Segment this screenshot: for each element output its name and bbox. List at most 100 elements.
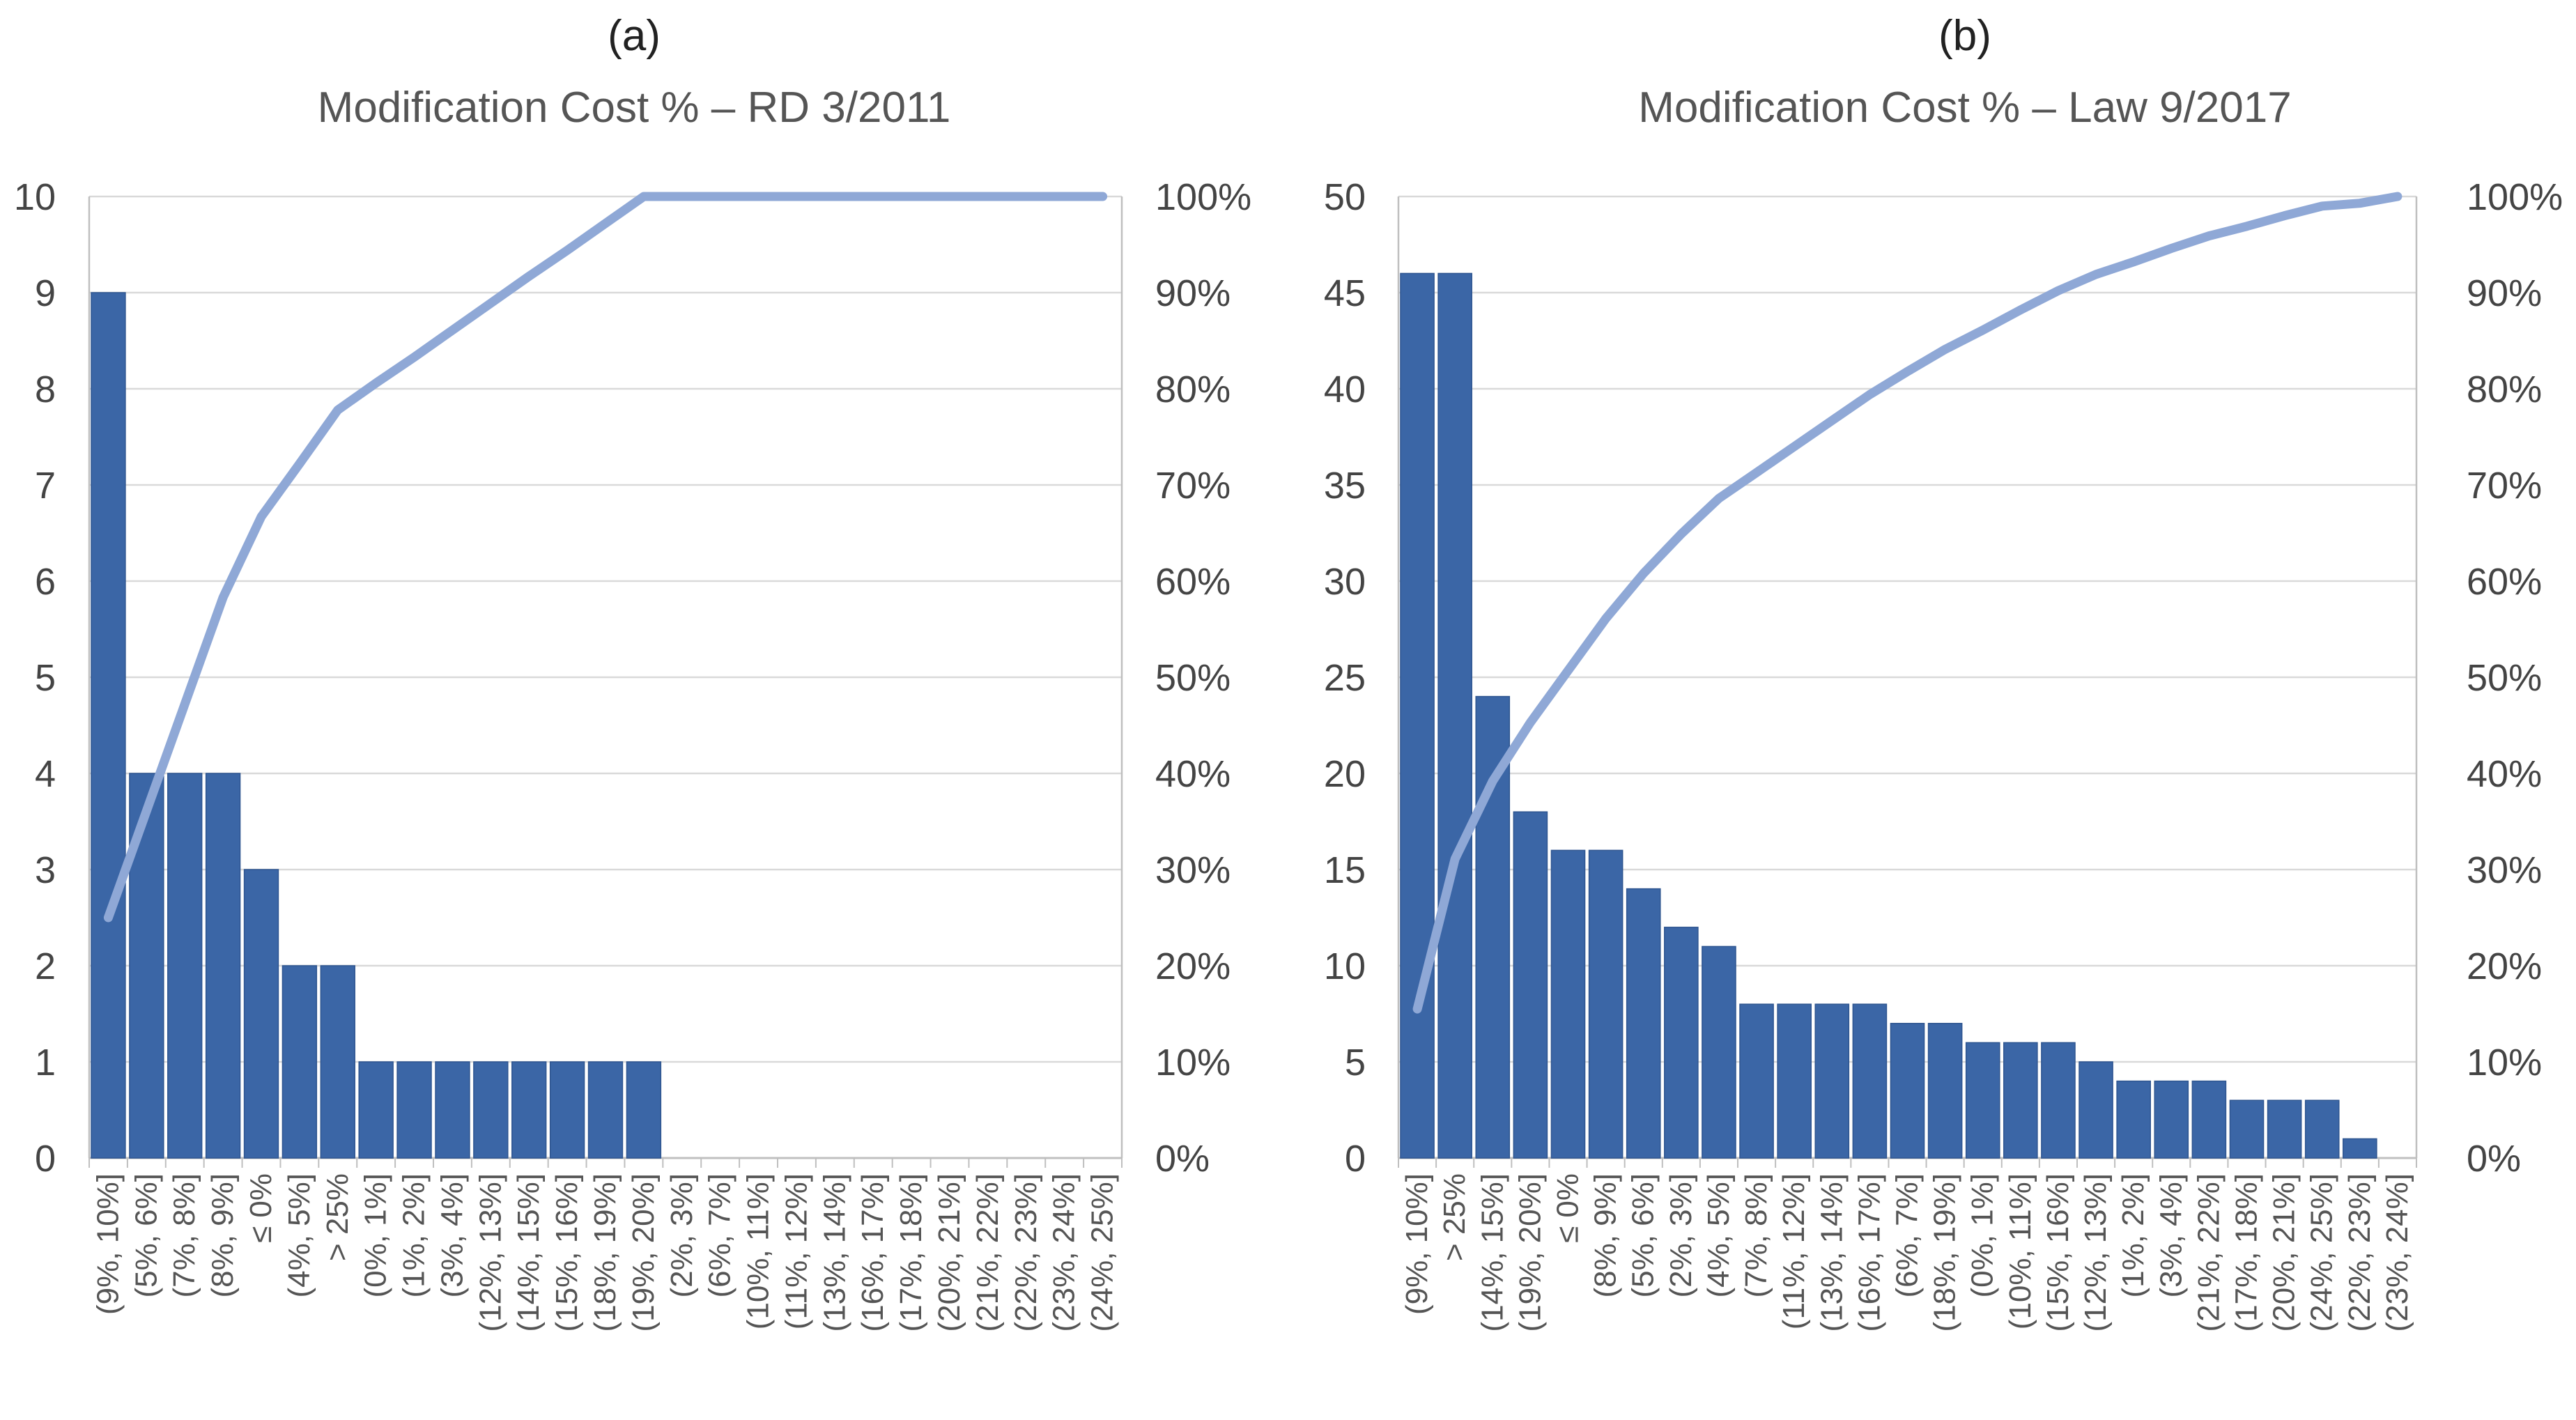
category-label: (23%, 24%] bbox=[2380, 1173, 2414, 1332]
y2-tick-label: 30% bbox=[2467, 849, 2542, 891]
y-tick-label: 10 bbox=[14, 176, 56, 218]
y2-tick-label: 100% bbox=[1155, 176, 1251, 218]
bar bbox=[2041, 1042, 2076, 1159]
y-tick-label: 50 bbox=[1324, 176, 1366, 218]
category-label: (6%, 7%] bbox=[1890, 1173, 1925, 1298]
category-label: (6%, 7%] bbox=[703, 1173, 737, 1298]
bar bbox=[549, 1061, 585, 1159]
category-label: (19%, 20%] bbox=[626, 1173, 661, 1332]
y-tick-label: 10 bbox=[1324, 946, 1366, 987]
category-label: (24%, 25%] bbox=[2305, 1173, 2339, 1332]
cumulative-line bbox=[103, 192, 1108, 923]
y2-tick-label: 0% bbox=[1155, 1138, 1210, 1180]
bar bbox=[2304, 1099, 2340, 1159]
bar bbox=[2229, 1099, 2265, 1159]
y2-tick-label: 20% bbox=[1155, 946, 1231, 987]
y-tick-label: 5 bbox=[1345, 1042, 1366, 1083]
category-label: (12%, 13%] bbox=[2078, 1173, 2113, 1332]
category-label: (14%, 15%] bbox=[1475, 1173, 1509, 1332]
y-tick-label: 20 bbox=[1324, 753, 1366, 795]
y-tick-label: 6 bbox=[35, 561, 56, 603]
bar bbox=[1400, 272, 1435, 1159]
category-label: (3%, 4%] bbox=[2154, 1173, 2188, 1298]
category-label: (20%, 21%] bbox=[2267, 1173, 2301, 1332]
panel-label: (b) bbox=[1938, 12, 1991, 60]
category-label: (4%, 5%] bbox=[1702, 1173, 1736, 1298]
bar bbox=[1664, 927, 1699, 1159]
bar bbox=[243, 869, 279, 1159]
bar bbox=[1588, 849, 1624, 1159]
bar bbox=[91, 292, 126, 1159]
y-tick-label: 4 bbox=[35, 753, 56, 795]
bar bbox=[626, 1061, 662, 1159]
category-label: (8%, 9%] bbox=[206, 1173, 240, 1298]
category-label: (20%, 21%] bbox=[932, 1173, 966, 1332]
category-label: (7%, 8%] bbox=[167, 1173, 201, 1298]
category-label: (1%, 2%] bbox=[2116, 1173, 2150, 1298]
category-label: (0%, 1%] bbox=[359, 1173, 393, 1298]
y-tick-label: 0 bbox=[1345, 1138, 1366, 1180]
category-label: (2%, 3%] bbox=[665, 1173, 699, 1298]
category-label: (4%, 5%] bbox=[282, 1173, 316, 1298]
y2-tick-label: 50% bbox=[2467, 657, 2542, 699]
category-label: (16%, 17%] bbox=[1852, 1173, 1886, 1332]
y2-tick-label: 60% bbox=[2467, 561, 2542, 603]
bar bbox=[358, 1061, 394, 1159]
bar bbox=[1814, 1003, 1850, 1159]
category-label: (11%, 12%] bbox=[779, 1173, 813, 1329]
category-label: (3%, 4%] bbox=[435, 1173, 469, 1298]
bar bbox=[2154, 1080, 2189, 1159]
category-label: (5%, 6%] bbox=[1626, 1173, 1660, 1298]
y2-tick-label: 70% bbox=[1155, 465, 1231, 507]
bar bbox=[1437, 272, 1472, 1159]
category-label: (17%, 18%] bbox=[894, 1173, 928, 1332]
bar bbox=[396, 1061, 432, 1159]
y2-tick-label: 40% bbox=[2467, 753, 2542, 795]
y2-tick-label: 10% bbox=[1155, 1042, 1231, 1083]
y-tick-label: 8 bbox=[35, 369, 56, 410]
y-tick-label: 15 bbox=[1324, 849, 1366, 891]
bar bbox=[281, 965, 318, 1159]
bar bbox=[511, 1061, 547, 1159]
y2-tick-label: 30% bbox=[1155, 849, 1231, 891]
category-label: (8%, 9%] bbox=[1589, 1173, 1623, 1298]
category-label: (17%, 18%] bbox=[2230, 1173, 2264, 1332]
category-label: (22%, 23%] bbox=[2343, 1173, 2377, 1332]
category-label: (9%, 10%] bbox=[91, 1173, 125, 1315]
bar bbox=[1513, 811, 1548, 1159]
y-tick-label: 40 bbox=[1324, 369, 1366, 410]
y2-tick-label: 20% bbox=[2467, 946, 2542, 987]
y-tick-label: 30 bbox=[1324, 561, 1366, 603]
category-label: > 25% bbox=[321, 1173, 355, 1261]
bar bbox=[1550, 849, 1586, 1159]
bar bbox=[587, 1061, 624, 1159]
bar bbox=[320, 965, 355, 1159]
category-label: (2%, 3%] bbox=[1664, 1173, 1698, 1298]
bar bbox=[205, 773, 241, 1159]
category-label: (13%, 14%] bbox=[1814, 1173, 1849, 1332]
category-label: (15%, 16%] bbox=[2041, 1173, 2075, 1332]
category-label: (14%, 15%] bbox=[511, 1173, 546, 1332]
bar bbox=[1739, 1003, 1774, 1159]
category-label: (21%, 22%] bbox=[971, 1173, 1005, 1332]
y2-tick-label: 0% bbox=[2467, 1138, 2521, 1180]
y-tick-label: 2 bbox=[35, 946, 56, 987]
bar bbox=[473, 1061, 509, 1159]
category-label: (7%, 8%] bbox=[1739, 1173, 1773, 1298]
category-label: (15%, 16%] bbox=[550, 1173, 584, 1332]
bar bbox=[1702, 946, 1736, 1159]
chart-title: Modification Cost % – RD 3/2011 bbox=[318, 84, 951, 132]
bar bbox=[1890, 1023, 1925, 1159]
category-label: (10%, 11%] bbox=[2003, 1173, 2037, 1329]
category-label: (1%, 2%] bbox=[397, 1173, 431, 1298]
category-label: (12%, 13%] bbox=[473, 1173, 507, 1332]
category-label: (23%, 24%] bbox=[1047, 1173, 1081, 1332]
category-label: (5%, 6%] bbox=[129, 1173, 163, 1298]
y-tick-label: 25 bbox=[1324, 657, 1366, 699]
category-label: (9%, 10%] bbox=[1400, 1173, 1434, 1315]
bar bbox=[2003, 1042, 2038, 1159]
y2-tick-label: 80% bbox=[2467, 369, 2542, 410]
chart-panel-a: (a) Modification Cost % – RD 3/2011 0 1 2 3 4 5… bbox=[14, 12, 1251, 1332]
category-label: (0%, 1%] bbox=[1966, 1173, 2000, 1298]
